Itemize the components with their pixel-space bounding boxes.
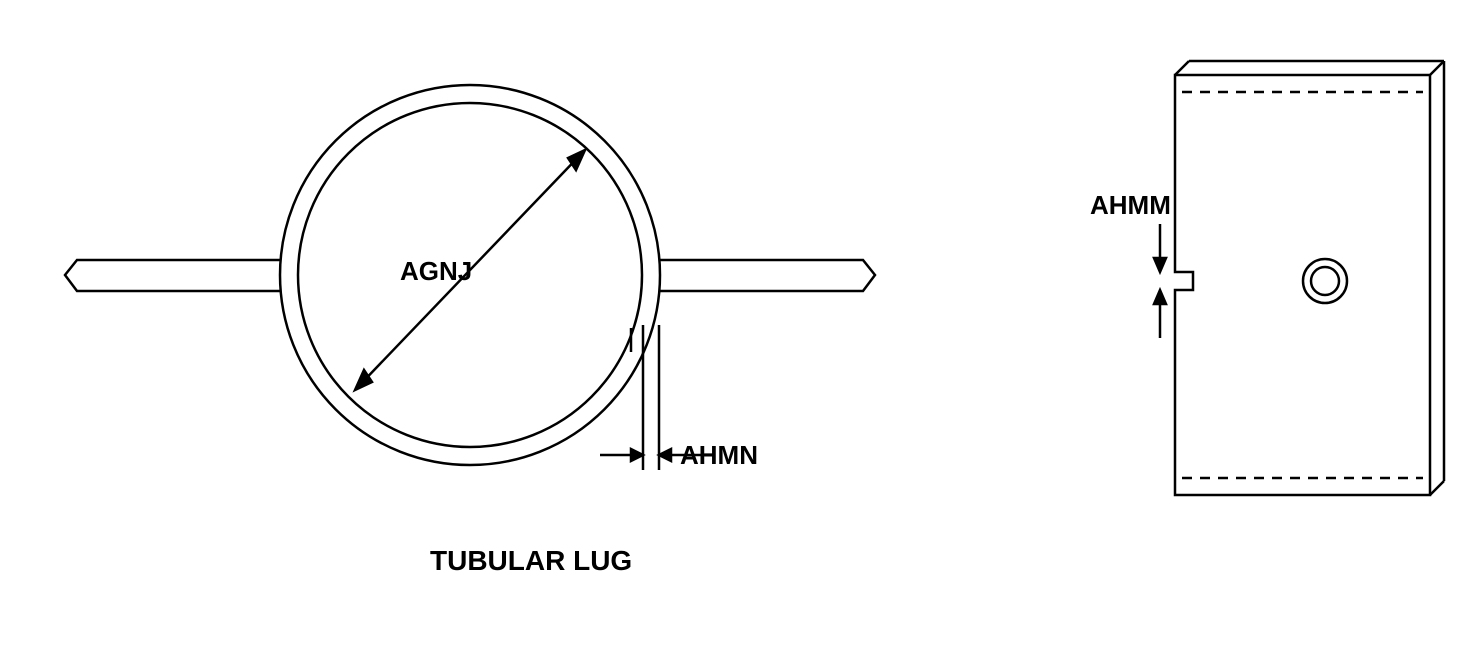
ahmm-arrows <box>1154 224 1166 338</box>
right-lug <box>642 260 875 291</box>
title: TUBULAR LUG <box>430 545 632 577</box>
diagram-svg <box>0 0 1470 649</box>
label-ahmn: AHMN <box>680 440 758 471</box>
right-view <box>1154 61 1444 495</box>
label-agnj: AGNJ <box>400 256 472 287</box>
left-lug <box>65 260 298 291</box>
hole-inner <box>1311 267 1339 295</box>
diagram-stage: AGNJ AHMN AHMM TUBULAR LUG <box>0 0 1470 649</box>
hole-outer <box>1303 259 1347 303</box>
label-ahmm: AHMM <box>1090 190 1171 221</box>
